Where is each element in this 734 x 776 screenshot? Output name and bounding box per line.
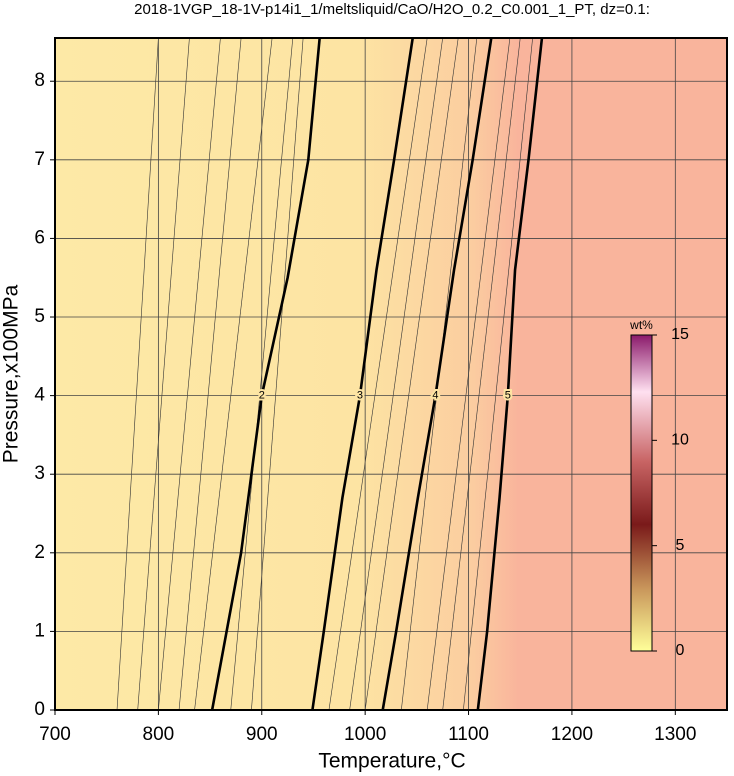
colorbar-label: wt% [629, 318, 653, 332]
x-tick-label: 1000 [344, 724, 386, 745]
thin-contour [178, 37, 242, 711]
y-tick-label: 2 [34, 542, 45, 563]
x-tick-label: 700 [39, 724, 71, 745]
contour-label: 4 [432, 390, 438, 402]
y-tick-label: 4 [34, 385, 45, 406]
y-tick-label: 1 [34, 620, 45, 641]
x-axis-label: Temperature,°C [318, 750, 465, 773]
contour-line [381, 37, 493, 711]
thin-contour [328, 37, 428, 711]
thin-contour [116, 37, 159, 711]
thin-contour [442, 37, 521, 711]
chart-title: 2018-1VGP_18-1V-p14i1_1/meltsliquid/CaO/… [134, 1, 650, 18]
x-tick-label: 1300 [654, 724, 696, 745]
thin-contour [194, 37, 273, 711]
contour-label: 3 [357, 390, 363, 402]
y-tick-label: 7 [34, 149, 45, 170]
x-tick-label: 900 [246, 724, 278, 745]
contour-label: 2 [259, 390, 265, 402]
colorbar-tick-label: 10 [671, 432, 689, 449]
contour-line [311, 37, 414, 711]
contour-label: 5 [505, 390, 511, 402]
plot-frame [54, 37, 728, 711]
contour-line [210, 37, 321, 711]
y-tick-label: 8 [34, 70, 45, 91]
x-tick-label: 1100 [448, 724, 489, 745]
field [55, 38, 727, 710]
x-tick-label: 1200 [551, 724, 593, 745]
colorbar-tick-label: 15 [671, 326, 689, 343]
x-tick-label: 800 [143, 724, 175, 745]
y-tick-label: 0 [34, 699, 45, 720]
thin-contour [251, 37, 304, 711]
y-axis-label: Pressure,x100MPa [0, 284, 23, 463]
thin-contour [137, 37, 190, 711]
y-tick-label: 5 [34, 306, 45, 327]
thin-contour [463, 37, 533, 711]
y-tick-label: 3 [34, 463, 45, 484]
y-tick-label: 6 [34, 227, 45, 248]
colorbar-tick-label: 0 [676, 642, 685, 659]
thin-contour [364, 37, 459, 711]
thin-contour [158, 37, 221, 711]
colorbar-tick-label: 5 [676, 537, 685, 554]
colorbar [630, 334, 653, 652]
contour-line [476, 37, 544, 711]
